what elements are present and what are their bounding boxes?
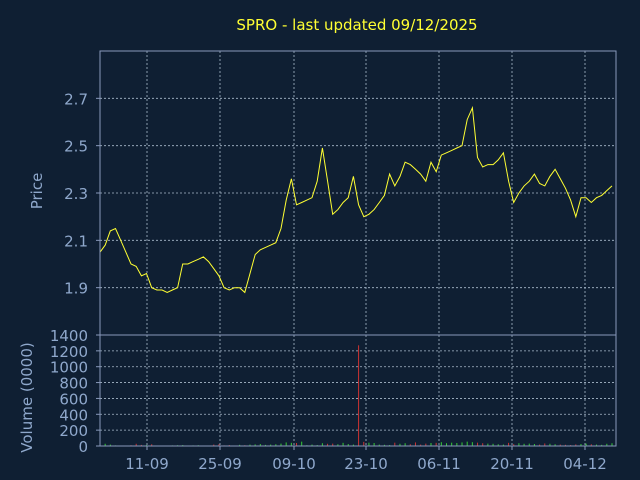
volume-tick-label: 1000 [50, 359, 88, 377]
price-y-axis-label: Price [28, 173, 46, 210]
volume-tick-label: 0 [78, 438, 88, 456]
x-tick-label: 25-09 [198, 455, 242, 473]
price-series-line [99, 105, 613, 294]
x-tick-label: 20-11 [490, 455, 534, 473]
chart-title: SPRO - last updated 09/12/2025 [236, 16, 477, 34]
x-tick-label: 06-11 [417, 455, 461, 473]
price-panel: 1.9 2.1 2.3 2.5 2.7 Price [28, 50, 617, 336]
volume-tick-label: 1200 [50, 343, 88, 361]
x-tick-label: 11-09 [125, 455, 169, 473]
volume-y-axis-label: Volume (0000) [18, 342, 36, 452]
volume-grid [100, 335, 616, 446]
volume-tick-label: 600 [59, 390, 88, 408]
volume-tick-label: 200 [59, 422, 88, 440]
price-y-ticks: 1.9 2.1 2.3 2.5 2.7 [64, 90, 100, 298]
x-tick-label: 23-10 [344, 455, 388, 473]
price-tick-label: 2.1 [64, 232, 88, 250]
volume-frame [99, 334, 617, 447]
volume-bars [99, 345, 613, 446]
price-tick-label: 2.7 [64, 90, 88, 108]
price-tick-label: 2.3 [64, 185, 88, 203]
price-tick-label: 2.5 [64, 138, 88, 156]
x-tick-label: 09-10 [272, 455, 316, 473]
price-tick-label: 1.9 [64, 280, 88, 298]
x-tick-label: 04-12 [563, 455, 607, 473]
price-grid [100, 51, 616, 335]
volume-tick-label: 1400 [50, 327, 88, 345]
x-axis-ticks: 11-09 25-09 09-10 23-10 06-11 20-11 04-12 [125, 446, 607, 473]
volume-tick-label: 400 [59, 406, 88, 424]
volume-tick-label: 800 [59, 375, 88, 393]
